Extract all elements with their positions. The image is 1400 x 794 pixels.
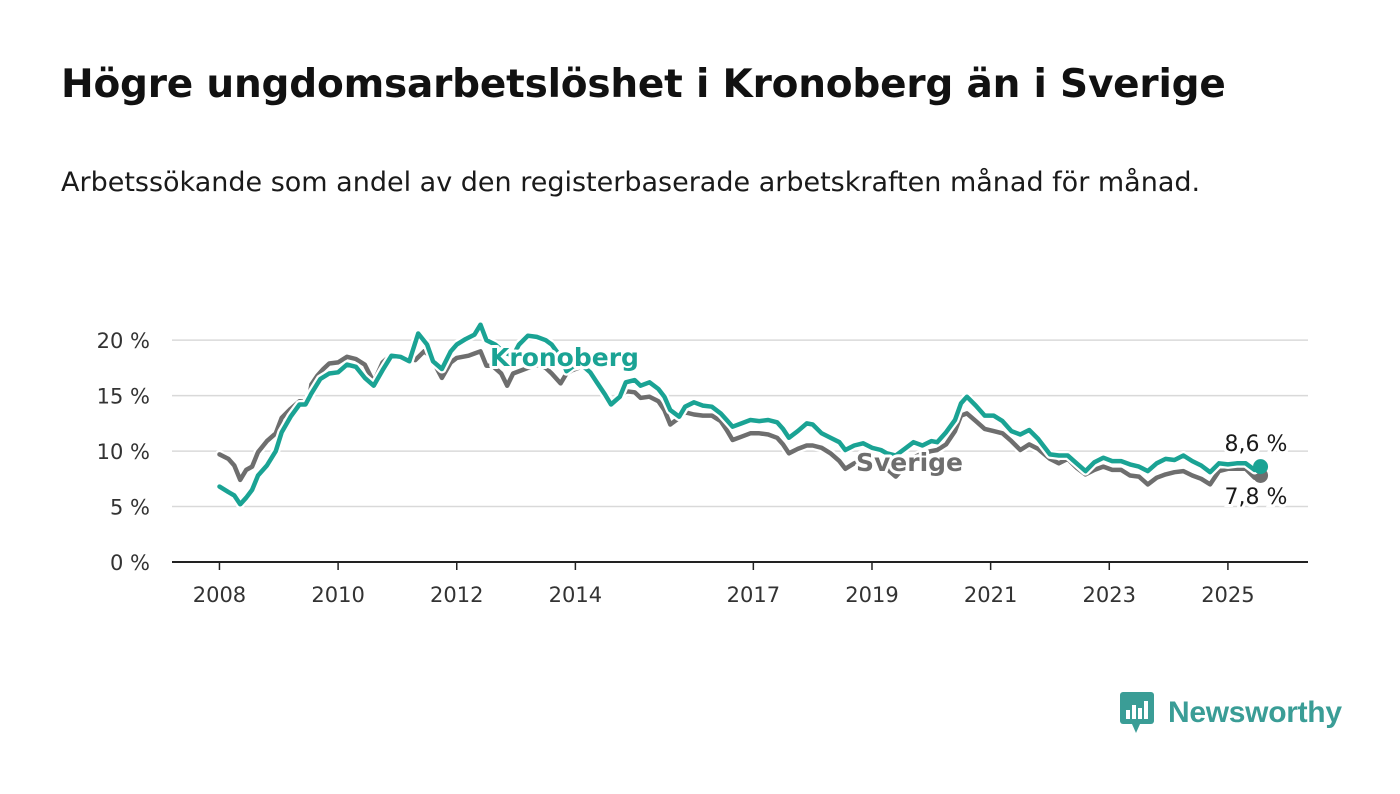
x-tick-label: 2019 xyxy=(845,583,898,607)
x-tick-label: 2008 xyxy=(193,583,246,607)
series-lines xyxy=(215,320,1269,509)
x-tick-label: 2021 xyxy=(964,583,1017,607)
chart-title: Högre ungdomsarbetslöshet i Kronoberg än… xyxy=(61,62,1226,107)
x-tick-label: 2014 xyxy=(549,583,602,607)
gridlines xyxy=(172,339,1308,508)
series-labels: Kronoberg Sverige 8,6 % 7,8 % xyxy=(487,340,1290,513)
x-axis: 2008 2010 2012 2014 2017 2019 2021 2023 2025 xyxy=(172,561,1308,607)
end-value-label-kronoberg: 8,6 % xyxy=(1225,432,1288,457)
series-line-kronoberg xyxy=(217,322,1263,507)
y-axis-ticks: 0 % 5 % 10 % 15 % 20 % xyxy=(97,329,150,575)
y-tick-label: 15 % xyxy=(97,385,150,409)
x-tick-label: 2025 xyxy=(1201,583,1254,607)
newsworthy-logo: Newsworthy xyxy=(1118,690,1342,736)
chart-subtitle: Arbetssökande som andel av den registerb… xyxy=(61,167,1201,198)
x-tick-label: 2010 xyxy=(311,583,364,607)
y-tick-label: 0 % xyxy=(110,551,150,575)
newsworthy-logo-icon xyxy=(1120,692,1154,733)
y-tick-label: 20 % xyxy=(97,329,150,353)
series-label-kronoberg: Kronoberg xyxy=(490,343,639,372)
y-tick-label: 10 % xyxy=(97,440,150,464)
x-tick-label: 2012 xyxy=(430,583,483,607)
series-line-halo xyxy=(215,346,1265,489)
end-value-label-sverige: 7,8 % xyxy=(1225,485,1288,510)
series-label-sverige: Sverige xyxy=(856,448,963,477)
y-tick-label: 5 % xyxy=(110,496,150,520)
x-tick-label: 2017 xyxy=(727,583,780,607)
x-tick-label: 2023 xyxy=(1083,583,1136,607)
logo-text: Newsworthy xyxy=(1168,696,1342,729)
series-line-halo xyxy=(215,320,1265,509)
end-point-kronoberg xyxy=(1253,459,1269,475)
